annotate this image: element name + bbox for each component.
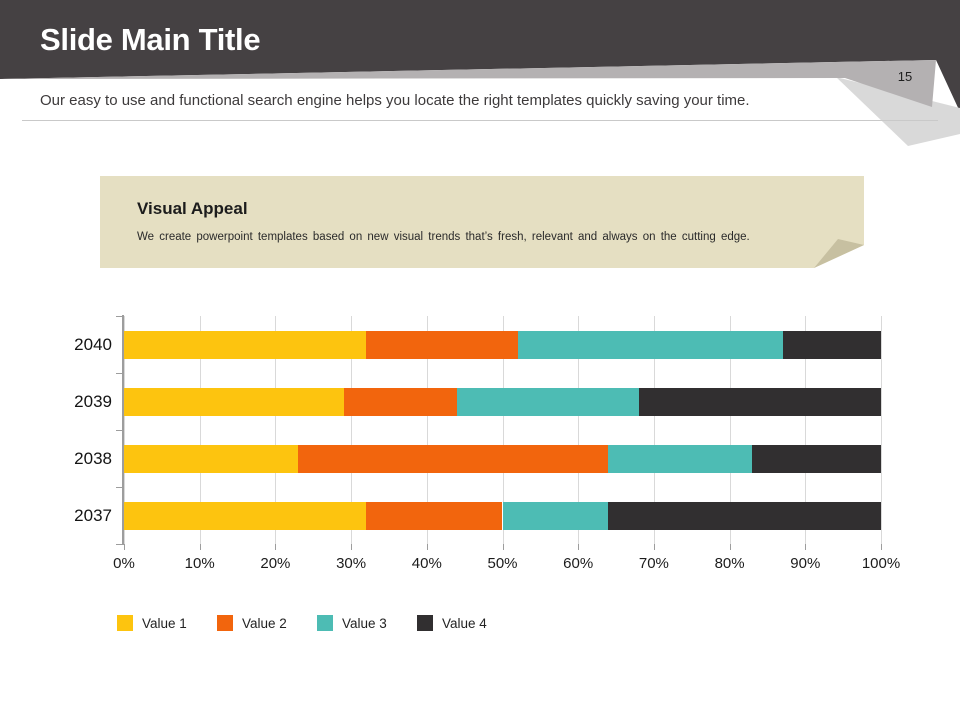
gridline: [351, 316, 353, 544]
x-tick-label: 90%: [790, 555, 821, 572]
header-band: [0, 0, 960, 112]
gridline: [653, 316, 655, 544]
gridline: [881, 316, 882, 544]
x-tick-label: 10%: [184, 555, 215, 572]
bar-2039-value-3: [457, 387, 639, 416]
legend-label: Value 2: [242, 616, 287, 631]
x-axis-tick: [426, 544, 428, 550]
y-axis-tick: [116, 373, 122, 374]
bar-2039-value-4: [638, 387, 881, 416]
x-tick-label: 70%: [638, 555, 669, 572]
x-tick-label: 40%: [411, 555, 442, 572]
bar-2040-value-1: [124, 330, 367, 359]
legend-swatch-1: [117, 615, 133, 631]
gridline: [275, 316, 277, 544]
page-number: 15: [897, 69, 913, 84]
x-tick-label: 100%: [861, 555, 901, 572]
x-tick-label: 50%: [487, 555, 518, 572]
bar-2038-value-3: [608, 444, 753, 473]
x-axis-tick: [124, 544, 125, 550]
bar-2037-value-2: [366, 501, 503, 530]
x-axis-tick: [502, 544, 504, 550]
legend-swatch-4: [417, 615, 433, 631]
legend-label: Value 3: [342, 616, 387, 631]
x-tick-label: 30%: [336, 555, 367, 572]
x-axis-tick: [653, 544, 655, 550]
gridline: [729, 316, 731, 544]
legend-swatch-3: [317, 615, 333, 631]
bar-2037-value-4: [608, 501, 881, 530]
gridline: [578, 316, 580, 544]
x-tick-label: 60%: [563, 555, 594, 572]
gridline: [124, 316, 125, 544]
x-axis-tick: [578, 544, 580, 550]
bar-2040-value-3: [517, 330, 783, 359]
x-axis-tick: [805, 544, 807, 550]
gridline: [805, 316, 807, 544]
legend-swatch-2: [217, 615, 233, 631]
x-tick-label: 20%: [260, 555, 291, 572]
bar-2039-value-1: [124, 387, 344, 416]
category-label: 2037: [74, 505, 112, 525]
bar-2037-value-1: [124, 501, 367, 530]
bar-2038-value-2: [298, 444, 609, 473]
bar-2039-value-2: [343, 387, 458, 416]
y-axis-tick: [116, 316, 122, 317]
bar-2040-value-4: [782, 330, 881, 359]
category-label: 2040: [74, 334, 112, 354]
bar-2037-value-3: [502, 501, 609, 530]
divider-line: [22, 120, 938, 121]
y-axis-line: [122, 315, 124, 545]
category-label: 2038: [74, 448, 112, 468]
gridline: [199, 316, 201, 544]
category-label: 2039: [74, 391, 112, 411]
legend-label: Value 1: [142, 616, 187, 631]
x-axis-tick: [199, 544, 201, 550]
legend-label: Value 4: [442, 616, 487, 631]
y-axis-tick: [116, 430, 122, 431]
bar-2038-value-1: [124, 444, 299, 473]
x-tick-label: 0%: [113, 555, 135, 572]
x-axis-tick: [729, 544, 731, 550]
callout-box: [100, 176, 864, 268]
x-axis-tick: [881, 544, 882, 550]
callout-corner-fold: [814, 239, 864, 268]
callout-title: Visual Appeal: [137, 199, 248, 218]
gridline: [426, 316, 428, 544]
y-axis-tick: [116, 544, 122, 545]
page-title: Slide Main Title: [40, 22, 261, 57]
x-axis-tick: [351, 544, 353, 550]
header-corner-fold: [836, 77, 960, 146]
x-tick-label: 80%: [714, 555, 745, 572]
bar-2040-value-2: [366, 330, 518, 359]
page-number-ribbon: [0, 60, 936, 107]
gridline: [502, 316, 504, 544]
callout-body: We create powerpoint templates based on …: [137, 231, 750, 243]
subtitle: Our easy to use and functional search en…: [40, 92, 750, 109]
x-axis-tick: [275, 544, 277, 550]
bar-2038-value-4: [752, 444, 881, 473]
y-axis-tick: [116, 487, 122, 488]
